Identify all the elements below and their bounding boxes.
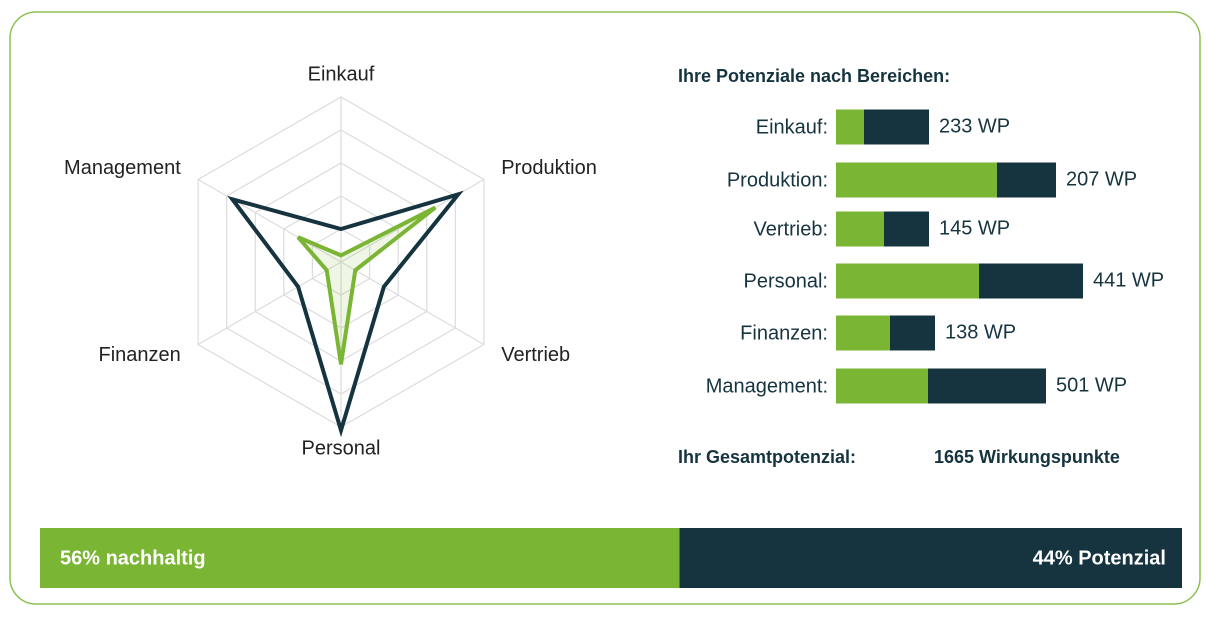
total-label: 138 WP: [945, 321, 1016, 343]
radar-series: [227, 190, 464, 438]
share-label: 44% Potenzial: [1033, 547, 1166, 569]
bar-segment: [836, 368, 928, 404]
bars-title: Ihre Potenziale nach Bereichen:: [678, 66, 950, 86]
bar-segment: [997, 162, 1056, 198]
category-label: Einkauf:: [756, 116, 828, 138]
total-label: 207 WP: [1066, 168, 1137, 190]
bar-segment: [836, 263, 979, 299]
total-label: 441 WP: [1093, 269, 1164, 291]
category-label: Finanzen:: [740, 322, 828, 344]
axis-label: Einkauf: [308, 63, 375, 85]
axis-label: Produktion: [501, 157, 597, 179]
total-label: 233 WP: [939, 115, 1010, 137]
spoke: [197, 178, 342, 263]
share-segment: [40, 528, 680, 588]
bar-segment: [836, 109, 864, 145]
radar-series: [296, 205, 437, 365]
summary-value: 1665 Wirkungspunkte: [934, 447, 1120, 467]
category-label: Produktion:: [727, 169, 828, 191]
category-label: Personal:: [744, 270, 829, 292]
axis-label: Finanzen: [99, 344, 181, 366]
share-segment: [679, 528, 1182, 588]
bar-segment: [864, 109, 929, 145]
category-label: Management:: [706, 375, 828, 397]
bar-segment: [928, 368, 1046, 404]
axis-label: Personal: [302, 437, 381, 459]
summary-label: Ihr Gesamtpotenzial:: [678, 447, 856, 467]
bar-segment: [884, 211, 929, 247]
bar-segment: [979, 263, 1083, 299]
spoke: [340, 261, 485, 346]
category-label: Vertrieb:: [754, 218, 828, 240]
total-label: 501 WP: [1056, 374, 1127, 396]
bar-segment: [836, 162, 997, 198]
axis-label: Vertrieb: [501, 344, 570, 366]
bar-segment: [836, 211, 884, 247]
spoke: [197, 261, 342, 346]
share-label: 56% nachhaltig: [60, 547, 206, 569]
axis-label: Management: [64, 157, 181, 179]
bar-segment: [836, 315, 890, 351]
total-label: 145 WP: [939, 217, 1010, 239]
card: [9, 11, 1201, 605]
bar-segment: [890, 315, 935, 351]
